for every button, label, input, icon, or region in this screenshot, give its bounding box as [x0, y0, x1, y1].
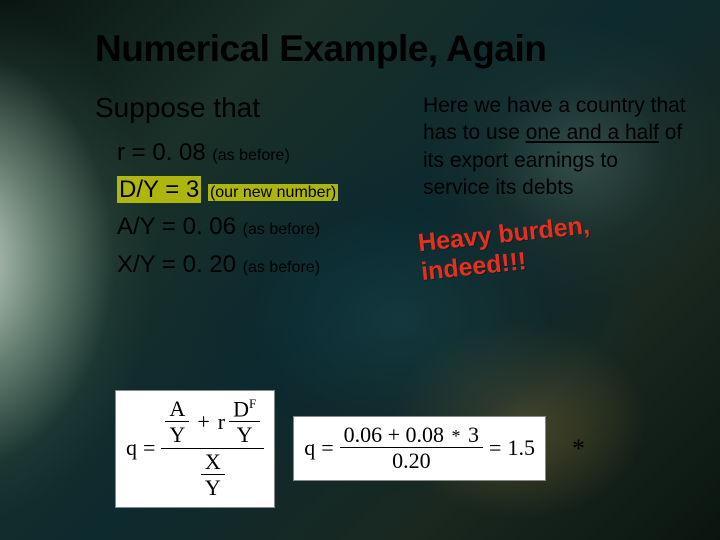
n3: 3 [468, 422, 479, 447]
frac-ay: A Y [165, 397, 189, 446]
nplus: + [388, 422, 400, 447]
slide-content: Numerical Example, Again Suppose that r … [0, 0, 720, 283]
num-a: A [165, 397, 189, 422]
sym-r: r [218, 410, 225, 433]
var-dy: D/Y = 3 (our new number) [117, 171, 405, 208]
slide-title: Numerical Example, Again [95, 28, 690, 70]
var-note: (as before) [243, 259, 320, 276]
frac-dfy: DF Y [229, 397, 260, 447]
var-ay: A/Y = 0. 06 (as before) [117, 208, 405, 245]
var-expr-highlight: D/Y = 3 [117, 176, 201, 203]
outer-num: A Y + r DF Y [161, 397, 264, 449]
df-d: D [233, 396, 249, 421]
body-underlined: one and a half [526, 121, 659, 144]
var-note: (as before) [243, 221, 320, 238]
burden-callout: Heavy burden, indeed!!! [417, 201, 693, 287]
body-text: Here we have a country that has to use o… [423, 92, 690, 201]
frac-xy: X Y [201, 450, 225, 499]
df-sup: F [249, 396, 256, 411]
num-df: DF [229, 397, 260, 422]
den-y2: Y [233, 422, 257, 446]
num-numerator: 0.06 + 0.08 * 3 [340, 423, 483, 448]
left-column: Suppose that r = 0. 08 (as before) D/Y =… [95, 92, 405, 283]
var-expr: r = 0. 08 [117, 139, 206, 166]
n2: 0.08 [406, 422, 445, 447]
star-icon: * [572, 434, 585, 464]
variable-list: r = 0. 08 (as before) D/Y = 3 (our new n… [95, 134, 405, 283]
num-eq1: = [321, 435, 333, 461]
var-r: r = 0. 08 (as before) [117, 134, 405, 171]
plus: + [197, 410, 209, 433]
num-eq2: = [489, 435, 501, 461]
num-fraction: 0.06 + 0.08 * 3 0.20 [340, 423, 483, 472]
num-x: X [201, 450, 225, 475]
n1: 0.06 [344, 422, 383, 447]
var-expr: A/Y = 0. 06 [117, 213, 236, 240]
num-q: q [304, 435, 315, 461]
suppose-heading: Suppose that [95, 92, 405, 124]
num-denominator: 0.20 [388, 448, 435, 472]
formula-row: q = A Y + r DF Y X Y [0, 390, 720, 508]
var-note: (as before) [212, 147, 289, 164]
two-column-layout: Suppose that r = 0. 08 (as before) D/Y =… [95, 92, 690, 283]
num-result: 1.5 [507, 435, 535, 461]
var-xy: X/Y = 0. 20 (as before) [117, 246, 405, 283]
var-note-highlight: (our new number) [208, 184, 338, 201]
formula-numeric: q = 0.06 + 0.08 * 3 0.20 = 1.5 [293, 416, 546, 481]
ntimes: * [452, 426, 461, 446]
right-column: Here we have a country that has to use o… [423, 92, 690, 283]
outer-den: X Y [197, 449, 229, 499]
var-expr: X/Y = 0. 20 [117, 251, 236, 278]
sym-eq: = [143, 435, 155, 461]
outer-fraction: A Y + r DF Y X Y [161, 397, 264, 499]
den-y3: Y [201, 475, 225, 499]
den-y1: Y [165, 422, 189, 446]
sym-q: q [126, 435, 137, 461]
formula-symbolic: q = A Y + r DF Y X Y [115, 390, 275, 508]
